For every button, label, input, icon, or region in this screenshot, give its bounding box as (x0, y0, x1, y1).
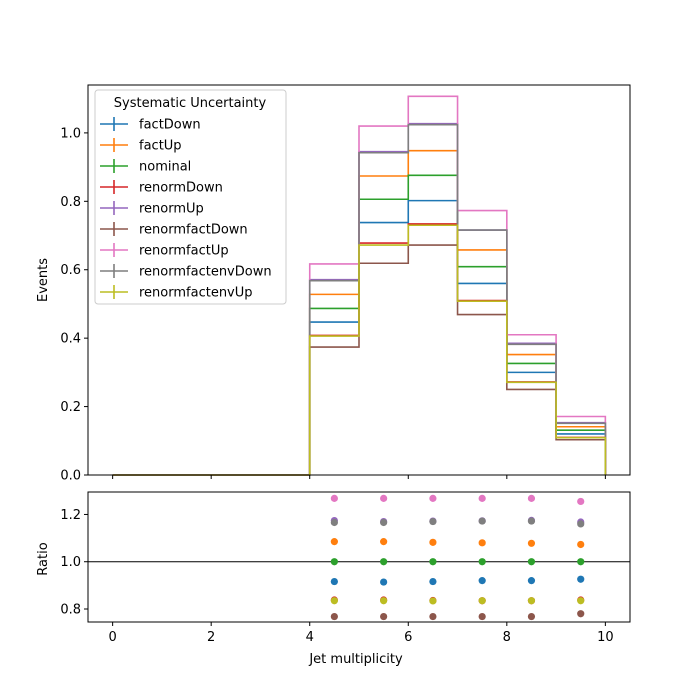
ratio-point-nominal (577, 558, 585, 566)
ratio-point-factDown (380, 578, 388, 586)
legend-entry-renormfactDown: renormfactDown (100, 222, 248, 238)
ratio-y-axis-label: Ratio (36, 542, 51, 575)
legend-title: Systematic Uncertainty (114, 96, 267, 111)
ratio-point-renormfactDown (380, 612, 388, 621)
legend-label: renormfactDown (139, 223, 248, 238)
ratio-plot-area (88, 494, 630, 621)
ratio-point-factDown (429, 577, 437, 586)
ratio-point-renormfactUp (330, 494, 338, 502)
ratio-point-renormfactenvUp (478, 597, 486, 605)
ratio-point-nominal (380, 558, 388, 566)
ratio-y-ticks: 0.8 1.0 1.2 (60, 508, 88, 618)
legend-frame (94, 89, 287, 305)
x-tick-label: 10 (597, 630, 614, 645)
events-y-ticks: 0.0 0.2 0.4 0.6 0.8 1.0 (60, 126, 88, 484)
ratio-point-factDown (330, 577, 338, 586)
ratio-y-tick-label: 1.2 (60, 508, 81, 523)
ratio-point-factDown (527, 577, 536, 585)
events-y-tick-label: 0.4 (60, 332, 81, 347)
ratio-panel-frame (87, 491, 631, 623)
ratio-point-renormfactenvUp (429, 597, 437, 605)
ratio-point-renormfactUp (577, 497, 585, 506)
ratio-point-factDown (478, 577, 486, 585)
ratio-y-tick-label: 1.0 (60, 555, 81, 570)
ratio-point-renormfactenvUp (527, 597, 536, 605)
legend-label: factDown (139, 118, 201, 133)
ratio-point-renormfactenvDown (429, 517, 437, 526)
legend-entry-renormfactenvUp: renormfactenvUp (100, 285, 253, 301)
ratio-point-renormfactDown (429, 612, 437, 621)
legend-label: renormfactenvUp (139, 286, 253, 301)
ratio-point-nominal (478, 558, 486, 566)
x-tick-label: 2 (207, 630, 215, 645)
ratio-point-renormfactenvDown (577, 520, 585, 528)
events-y-tick-label: 0.2 (60, 400, 81, 415)
events-y-tick-label: 1.0 (60, 126, 81, 141)
ratio-panel: 0.8 1.0 1.2 0 2 4 6 8 10 Ratio Jet multiplicity (36, 491, 631, 667)
ratio-point-factUp (330, 538, 338, 546)
legend-entry-renormDown: renormDown (100, 180, 223, 196)
ratio-point-renormfactenvUp (577, 597, 585, 605)
x-axis-label: Jet multiplicity (308, 652, 403, 667)
events-y-tick-label: 0.0 (60, 469, 81, 484)
legend-entry-renormfactUp: renormfactUp (100, 243, 229, 259)
x-tick-label: 8 (503, 630, 511, 645)
ratio-y-tick-label: 0.8 (60, 603, 81, 618)
legend-entry-renormUp: renormUp (100, 201, 204, 217)
events-panel: 0.0 0.2 0.4 0.6 0.8 1.0 Events Systematic Unc… (36, 84, 631, 484)
ratio-point-renormfactDown (478, 612, 486, 621)
ratio-point-nominal (330, 558, 338, 566)
ratio-point-factUp (527, 539, 536, 547)
legend-label: renormfactUp (139, 244, 229, 259)
events-y-tick-label: 0.8 (60, 195, 81, 210)
ratio-point-factUp (429, 538, 437, 546)
ratio-point-nominal (527, 558, 536, 566)
events-y-axis-label: Events (36, 258, 51, 302)
ratio-point-renormfactUp (527, 494, 536, 502)
ratio-point-nominal (429, 558, 437, 566)
ratio-point-factDown (577, 575, 585, 583)
ratio-point-renormfactDown (577, 610, 585, 618)
ratio-point-factUp (380, 538, 388, 546)
legend-entry-nominal: nominal (100, 159, 191, 175)
ratio-point-renormfactenvDown (330, 518, 338, 527)
events-y-tick-label: 0.6 (60, 263, 81, 278)
ratio-point-renormfactenvUp (330, 597, 338, 605)
ratio-point-factUp (577, 540, 585, 549)
legend: Systematic Uncertainty factDown factUp nom… (94, 89, 287, 305)
legend-label: factUp (139, 139, 182, 154)
ratio-point-renormfactUp (478, 494, 486, 502)
ratio-point-renormfactUp (380, 494, 388, 502)
ratio-point-renormfactenvDown (527, 517, 536, 525)
legend-label: renormUp (139, 202, 204, 217)
ratio-point-renormfactenvDown (380, 518, 388, 527)
legend-entries: factDown factUp nominal renormDown renormUp r… (100, 117, 272, 301)
legend-label: nominal (139, 160, 191, 175)
legend-entry-renormfactenvDown: renormfactenvDown (100, 264, 272, 280)
legend-entry-factUp: factUp (100, 138, 182, 154)
ratio-point-renormfactUp (429, 494, 437, 502)
x-tick-label: 6 (404, 630, 412, 645)
ratio-point-factUp (478, 539, 486, 547)
ratio-point-renormfactDown (527, 612, 536, 621)
legend-entry-factDown: factDown (100, 117, 201, 133)
legend-label: renormDown (139, 181, 223, 196)
ratio-point-renormfactenvDown (478, 517, 486, 525)
ratio-point-renormfactenvUp (380, 597, 388, 605)
x-tick-label: 4 (306, 630, 314, 645)
events-x-ticks (112, 475, 606, 479)
ratio-x-ticks: 0 2 4 6 8 10 (108, 622, 614, 645)
legend-label: renormfactenvDown (139, 265, 272, 280)
events-panel-frame (87, 84, 631, 476)
x-tick-label: 0 (108, 630, 116, 645)
ratio-point-renormfactDown (330, 612, 338, 621)
